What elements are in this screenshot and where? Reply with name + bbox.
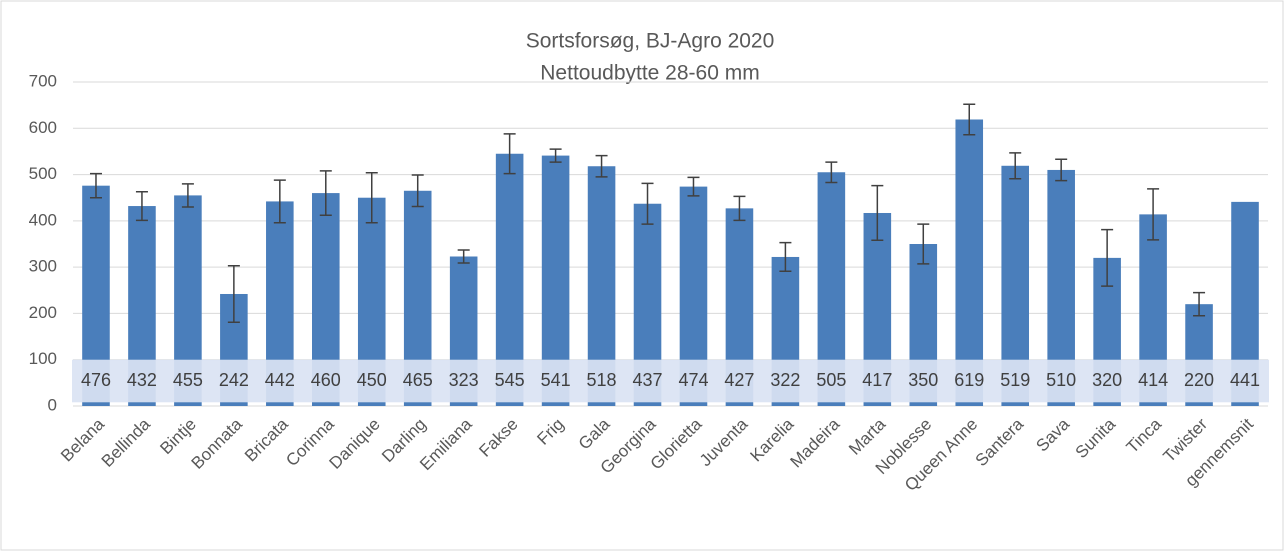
error-bar — [825, 161, 838, 184]
data-label-band — [72, 359, 1269, 403]
data-label: 437 — [632, 370, 662, 390]
error-bar — [181, 183, 194, 208]
error-bar — [1193, 291, 1206, 317]
y-tick-label: 600 — [29, 118, 57, 137]
data-label: 474 — [678, 370, 708, 390]
bar — [955, 119, 984, 407]
data-label: 541 — [541, 370, 571, 390]
error-bar — [871, 184, 884, 242]
chart-title: Sortsforsøg, BJ-Agro 2020 — [526, 30, 775, 53]
chart-subtitle: Nettoudbytte 28-60 mm — [540, 62, 759, 85]
data-label: 505 — [816, 370, 846, 390]
error-bar — [917, 223, 930, 265]
data-label: 417 — [862, 370, 892, 390]
data-label: 427 — [724, 370, 754, 390]
y-tick-label: 0 — [48, 395, 57, 414]
data-label: 460 — [311, 370, 341, 390]
y-tick-label: 100 — [29, 349, 57, 368]
error-bar — [503, 133, 516, 175]
error-bar — [1055, 158, 1068, 182]
error-bar — [1101, 228, 1114, 287]
data-label: 350 — [908, 370, 938, 390]
error-bar — [733, 195, 746, 222]
data-label: 476 — [81, 370, 111, 390]
error-bar — [227, 265, 240, 323]
data-label: 465 — [403, 370, 433, 390]
data-label: 442 — [265, 370, 295, 390]
data-label: 320 — [1092, 370, 1122, 390]
error-bar — [549, 148, 562, 163]
data-label: 322 — [770, 370, 800, 390]
error-bar — [89, 172, 102, 199]
error-bar — [135, 190, 148, 222]
data-label: 510 — [1046, 370, 1076, 390]
error-bar — [595, 154, 608, 178]
error-bar — [641, 182, 654, 225]
data-label: 414 — [1138, 370, 1168, 390]
error-bar — [963, 103, 976, 136]
data-label: 441 — [1230, 370, 1260, 390]
y-tick-label: 200 — [29, 303, 57, 322]
data-label: 455 — [173, 370, 203, 390]
data-label: 518 — [587, 370, 617, 390]
data-label: 242 — [219, 370, 249, 390]
data-label: 450 — [357, 370, 387, 390]
data-label: 619 — [954, 370, 984, 390]
y-tick-label: 400 — [29, 210, 57, 229]
error-bar — [779, 241, 792, 273]
data-label: 220 — [1184, 370, 1214, 390]
error-bar — [365, 171, 378, 224]
y-tick-label: 500 — [29, 164, 57, 183]
error-bar — [687, 176, 700, 197]
error-bar — [319, 170, 332, 217]
data-label: 323 — [449, 370, 479, 390]
error-bar — [273, 179, 286, 224]
error-bar — [1009, 152, 1022, 180]
error-bar — [411, 174, 424, 208]
y-tick-label: 700 — [29, 71, 57, 90]
data-label: 519 — [1000, 370, 1030, 390]
y-tick-label: 300 — [29, 257, 57, 276]
error-bar — [457, 249, 470, 264]
error-bar — [1147, 188, 1160, 241]
data-label: 545 — [495, 370, 525, 390]
data-label: 432 — [127, 370, 157, 390]
